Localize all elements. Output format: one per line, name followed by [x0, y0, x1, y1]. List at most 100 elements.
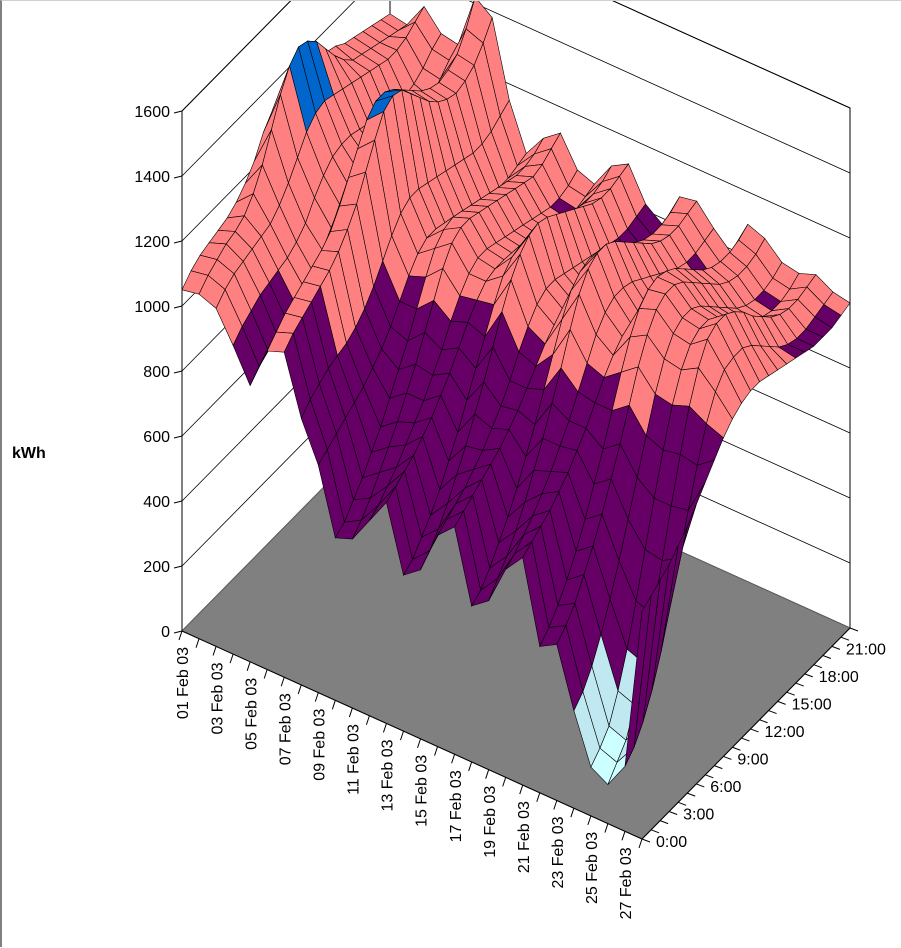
y-tick	[768, 710, 777, 715]
y-tick-label: 9:00	[737, 751, 768, 768]
y-axis-line	[641, 627, 851, 840]
z-tick	[173, 435, 183, 439]
y-tick	[786, 691, 795, 696]
y-tick-label: 12:00	[765, 724, 805, 741]
x-tick	[331, 700, 336, 710]
x-tick	[638, 838, 643, 849]
chart-surface	[181, 1, 851, 786]
y-tick	[831, 645, 841, 650]
x-tick	[621, 831, 626, 841]
z-tick	[173, 175, 183, 179]
x-tick	[195, 638, 200, 648]
y-tick	[732, 746, 741, 751]
y-tick	[759, 719, 768, 724]
x-tick	[417, 738, 421, 749]
x-tick	[280, 677, 285, 687]
x-tick	[229, 653, 234, 664]
y-tick-label: 3:00	[683, 806, 714, 823]
y-tick	[795, 682, 804, 687]
x-tick-label: 17 Feb 03	[448, 770, 465, 842]
y-tick	[849, 627, 859, 632]
z-tick	[173, 630, 183, 634]
x-tick	[212, 646, 217, 656]
z-tick-label: 200	[143, 559, 170, 576]
x-tick-label: 01 Feb 03	[175, 647, 192, 719]
z-tick	[173, 110, 183, 114]
y-tick	[822, 655, 832, 659]
x-tick	[451, 754, 456, 764]
y-tick	[813, 664, 823, 669]
x-tick-label: 07 Feb 03	[277, 693, 294, 765]
z-tick	[173, 565, 183, 569]
x-tick	[502, 777, 507, 787]
x-tick-label: 09 Feb 03	[312, 709, 329, 781]
x-tick-label: 03 Feb 03	[209, 662, 226, 734]
y-tick-label: 18:00	[819, 669, 859, 686]
z-tick-label: 400	[143, 494, 170, 511]
x-tick	[314, 692, 319, 702]
x-tick	[536, 792, 541, 802]
z-axis-title: kWh	[12, 445, 46, 462]
z-tick-label: 800	[143, 364, 170, 381]
y-tick	[777, 700, 786, 705]
x-tick-label: 25 Feb 03	[584, 832, 601, 904]
x-tick	[434, 746, 439, 756]
y-tick	[741, 737, 750, 742]
y-tick	[668, 811, 678, 815]
x-tick	[519, 784, 524, 795]
x-tick	[246, 661, 251, 671]
x-tick-label: 11 Feb 03	[346, 724, 363, 795]
x-tick	[485, 769, 490, 779]
x-tick	[348, 707, 353, 718]
y-tick	[714, 765, 723, 770]
z-gridline	[181, 1, 851, 112]
z-tick-label: 1000	[134, 299, 170, 316]
z-tick-label: 600	[143, 429, 170, 446]
y-tick-label: 0:00	[656, 834, 687, 851]
y-tick-label: 15:00	[792, 696, 832, 713]
z-tick-label: 1200	[134, 234, 170, 251]
z-tick	[173, 370, 183, 374]
y-tick	[723, 755, 732, 760]
y-tick	[804, 673, 813, 678]
x-tick-label: 23 Feb 03	[550, 816, 567, 888]
x-tick-label: 19 Feb 03	[482, 786, 499, 858]
x-tick	[553, 800, 558, 810]
x-tick	[382, 723, 387, 733]
z-tick	[173, 500, 183, 504]
x-tick-label: 21 Feb 03	[516, 801, 533, 873]
x-tick	[587, 815, 592, 826]
y-tick	[641, 838, 651, 843]
y-tick	[705, 774, 714, 779]
y-tick	[687, 792, 696, 797]
chart-axes: 0 200 400 600 800 1000 1200 1400 1600 01 Feb 03 03…	[134, 104, 886, 919]
x-axis-line	[181, 630, 643, 840]
x-tick	[178, 630, 183, 641]
z-tick	[173, 240, 183, 244]
y-tick	[696, 783, 705, 788]
y-tick	[659, 820, 669, 825]
y-tick	[677, 801, 687, 806]
y-tick-label: 21:00	[846, 641, 886, 658]
x-tick	[604, 823, 609, 833]
x-tick-label: 13 Feb 03	[380, 739, 397, 811]
surface-cell	[624, 595, 652, 767]
x-tick-label: 27 Feb 03	[618, 847, 635, 919]
y-tick	[840, 636, 850, 641]
z-gridline	[181, 1, 851, 177]
y-tick	[750, 728, 759, 733]
z-tick-label: 0	[161, 624, 170, 641]
z-tick-label: 1600	[134, 104, 170, 121]
x-tick-label: 05 Feb 03	[243, 678, 260, 750]
z-tick-label: 1400	[134, 169, 170, 186]
x-tick	[468, 761, 473, 772]
x-tick	[263, 669, 268, 679]
x-tick-label: 15 Feb 03	[414, 755, 431, 827]
y-tick-label: 6:00	[710, 779, 741, 796]
x-tick	[400, 730, 404, 741]
x-tick	[297, 684, 302, 695]
x-tick	[570, 808, 575, 818]
x-tick	[365, 715, 370, 725]
z-tick	[173, 305, 183, 309]
